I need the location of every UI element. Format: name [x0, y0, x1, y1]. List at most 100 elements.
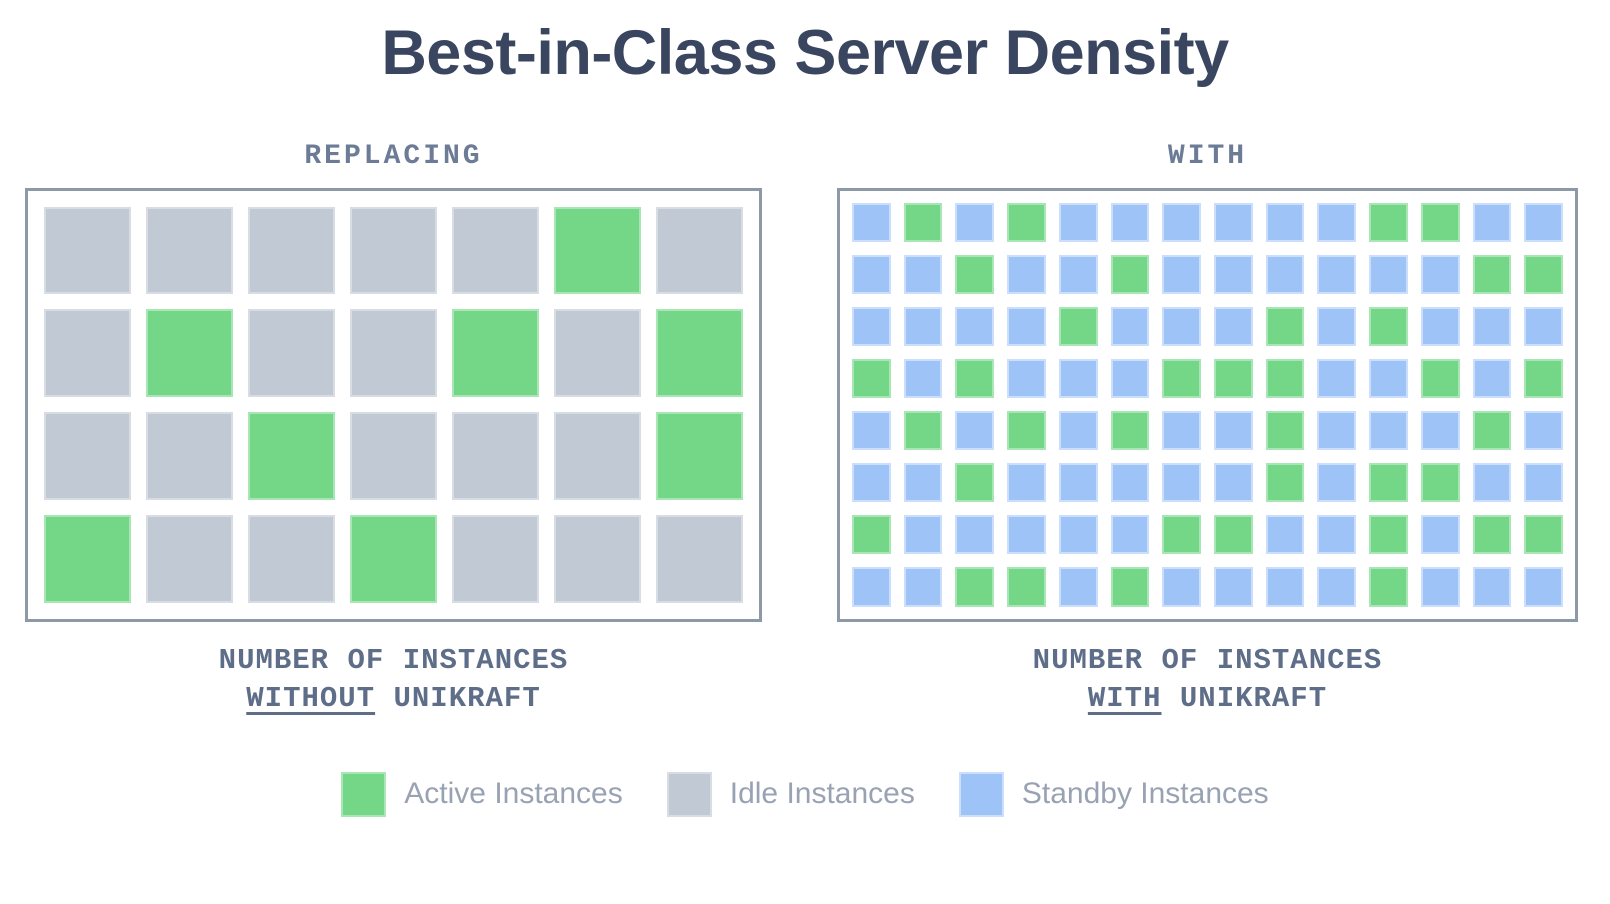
grid-cell-standby — [903, 358, 943, 399]
grid-cell-standby — [1162, 202, 1201, 242]
grid-cell-active — [1214, 358, 1253, 399]
grid-cell-active — [656, 412, 743, 500]
grid-cell-idle — [452, 412, 539, 500]
grid-cell-standby — [1524, 202, 1563, 242]
grid-cell-idle — [452, 206, 539, 295]
grid-cell-standby — [1214, 306, 1253, 346]
grid-cell-idle — [248, 206, 335, 295]
caption-line2: WITH UNIKRAFT — [837, 680, 1578, 718]
caption-line2: WITHOUT UNIKRAFT — [25, 680, 762, 718]
grid-cell-standby — [903, 567, 943, 607]
grid-cell-standby — [903, 254, 943, 294]
grid-cell-standby — [1007, 306, 1046, 346]
caption-without-unikraft: NUMBER OF INSTANCES WITHOUT UNIKRAFT — [25, 642, 762, 718]
grid-cell-active — [1420, 463, 1460, 503]
grid-cell-standby — [1369, 358, 1408, 399]
grid-cell-standby — [1369, 254, 1408, 294]
grid-cell-active — [1369, 515, 1408, 555]
grid-cell-active — [1524, 515, 1563, 555]
caption-line1: NUMBER OF INSTANCES — [218, 643, 569, 677]
grid-cell-idle — [452, 514, 539, 603]
grid-cell-standby — [1007, 358, 1046, 399]
grid-cell-standby — [852, 306, 891, 346]
grid-cell-active — [955, 254, 995, 294]
grid-cell-standby — [1317, 358, 1357, 399]
grid-cell-standby — [852, 567, 891, 607]
grid-cell-active — [1265, 411, 1305, 451]
grid-cell-standby — [1524, 463, 1563, 503]
grid-cell-idle — [248, 309, 335, 398]
grid-cell-idle — [554, 412, 641, 500]
grid-cell-active — [1110, 254, 1150, 294]
grid-cell-standby — [955, 202, 995, 242]
grid-cell-idle — [248, 514, 335, 603]
grid-cell-active — [1420, 202, 1460, 242]
grid-cell-active — [1524, 358, 1563, 399]
caption-suffix: UNIKRAFT — [1179, 681, 1328, 715]
comparison-panels: REPLACING NUMBER OF INSTANCES WITHOUT UN… — [0, 141, 1610, 718]
grid-cell-standby — [1524, 411, 1563, 451]
instance-grid-with-unikraft — [837, 187, 1578, 622]
grid-cell-standby — [1524, 567, 1563, 607]
grid-cell-active — [1369, 306, 1408, 346]
caption-suffix: UNIKRAFT — [393, 681, 541, 715]
grid-cell-standby — [1317, 463, 1357, 503]
grid-cell-active — [1265, 358, 1305, 399]
grid-cell-standby — [852, 411, 891, 451]
caption-line1: NUMBER OF INSTANCES — [1032, 643, 1383, 677]
grid-cell-active — [248, 412, 335, 500]
grid-cell-active — [1214, 515, 1253, 555]
grid-cell-active — [452, 309, 539, 398]
grid-cell-standby — [1265, 567, 1305, 607]
caption-with-unikraft: NUMBER OF INSTANCES WITH UNIKRAFT — [837, 642, 1578, 718]
grid-cell-active — [1110, 567, 1150, 607]
grid-cell-standby — [1265, 515, 1305, 555]
grid-cell-idle — [44, 412, 131, 500]
legend-label-standby: Standby Instances — [1021, 777, 1269, 811]
legend-item-idle: Idle Instances — [666, 771, 915, 817]
grid-cell-active — [955, 567, 995, 607]
grid-cell-standby — [1472, 567, 1512, 607]
grid-cell-standby — [1058, 515, 1098, 555]
grid-cell-standby — [1472, 202, 1512, 242]
grid-cell-standby — [1110, 358, 1150, 399]
grid-cell-active — [656, 309, 743, 398]
grid-cell-standby — [1058, 254, 1098, 294]
grid-cell-active — [44, 514, 131, 603]
grid-cell-active — [554, 206, 641, 295]
grid-cell-idle — [146, 412, 233, 500]
grid-cell-active — [1007, 567, 1046, 607]
grid-cell-standby — [1214, 567, 1253, 607]
grid-cell-active — [1369, 202, 1408, 242]
grid-cell-active — [852, 358, 891, 399]
grid-cell-standby — [1317, 306, 1357, 346]
panel-header-with: WITH — [1167, 140, 1248, 172]
grid-cell-active — [903, 411, 943, 451]
grid-cell-standby — [1110, 463, 1150, 503]
grid-cell-idle — [44, 309, 131, 398]
grid-cell-active — [1369, 567, 1408, 607]
grid-cell-standby — [1058, 202, 1098, 242]
legend: Active Instances Idle Instances Standby … — [0, 771, 1610, 817]
grid-cell-standby — [1058, 567, 1098, 607]
grid-cell-standby — [1058, 463, 1098, 503]
grid-cell-active — [1472, 411, 1512, 451]
grid-cell-active — [852, 515, 891, 555]
grid-cell-active — [1265, 463, 1305, 503]
grid-cell-idle — [350, 309, 437, 398]
grid-cell-standby — [1420, 567, 1460, 607]
grid-cell-idle — [554, 309, 641, 398]
grid-cell-active — [1007, 202, 1046, 242]
grid-cell-standby — [1162, 306, 1201, 346]
grid-cell-standby — [1058, 411, 1098, 451]
grid-cell-active — [350, 514, 437, 603]
grid-cell-standby — [852, 254, 891, 294]
grid-cell-standby — [1110, 515, 1150, 555]
panel-header-replacing: REPLACING — [304, 140, 483, 172]
grid-cell-standby — [1317, 254, 1357, 294]
grid-cell-standby — [1472, 463, 1512, 503]
grid-cell-active — [903, 202, 943, 242]
active-instances-swatch-icon — [341, 771, 387, 817]
grid-cell-idle — [656, 514, 743, 603]
standby-instances-swatch-icon — [958, 771, 1004, 817]
